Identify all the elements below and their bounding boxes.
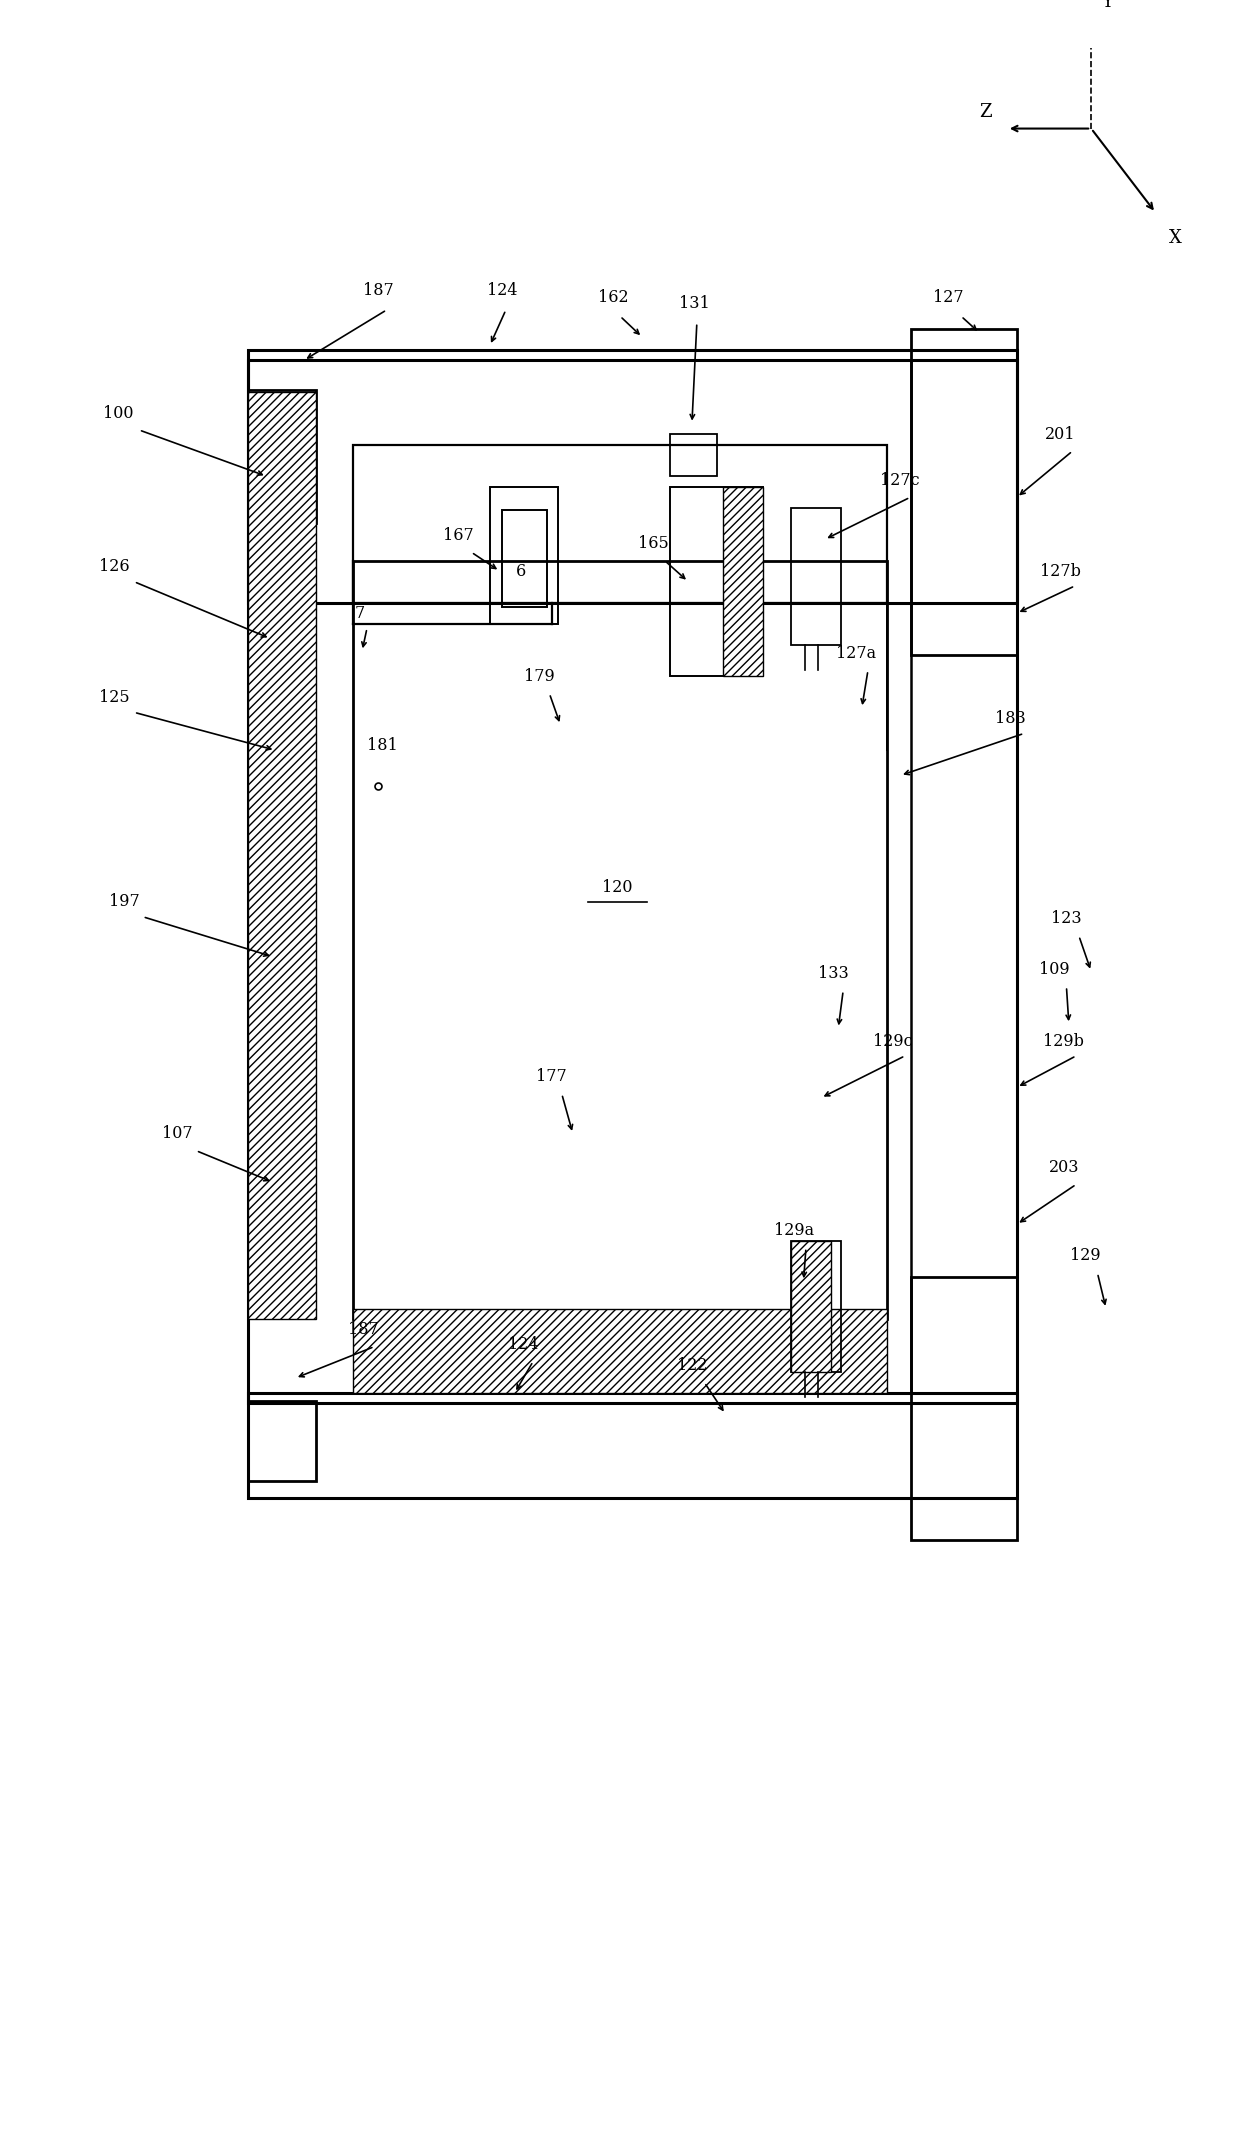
Text: 179: 179: [525, 668, 554, 685]
Text: Y: Y: [1101, 0, 1114, 11]
Text: 131: 131: [680, 295, 709, 313]
Text: X: X: [1169, 229, 1182, 246]
Bar: [248, 390, 316, 522]
Text: 127a: 127a: [836, 644, 875, 662]
Text: 165: 165: [639, 535, 668, 552]
Text: 124: 124: [487, 283, 517, 300]
Bar: [791, 1242, 841, 1372]
Bar: [248, 392, 316, 1319]
Text: 127c: 127c: [880, 471, 920, 488]
Bar: [490, 486, 558, 623]
Bar: [791, 1242, 831, 1372]
Bar: [670, 486, 763, 677]
Text: 125: 125: [99, 689, 129, 707]
Text: 6: 6: [516, 563, 526, 580]
Text: 167: 167: [444, 527, 474, 544]
Bar: [248, 1394, 1017, 1499]
Text: 177: 177: [537, 1068, 567, 1085]
Bar: [248, 360, 1017, 604]
Text: 129a: 129a: [774, 1223, 813, 1240]
Text: 7: 7: [355, 604, 365, 621]
Text: 126: 126: [99, 559, 129, 576]
Text: 133: 133: [818, 966, 848, 983]
Text: 123: 123: [1052, 910, 1081, 927]
Text: 197: 197: [109, 893, 139, 910]
Text: 120: 120: [603, 878, 632, 895]
Text: 129c: 129c: [873, 1032, 913, 1049]
Bar: [911, 1276, 1017, 1539]
Text: 181: 181: [367, 737, 397, 754]
Text: 107: 107: [162, 1126, 192, 1143]
Text: 183: 183: [996, 711, 1025, 728]
Bar: [353, 1308, 887, 1394]
Text: 109: 109: [1039, 961, 1069, 978]
Text: 100: 100: [103, 405, 133, 422]
Text: 127: 127: [934, 289, 963, 306]
Text: 162: 162: [599, 289, 629, 306]
Bar: [248, 1402, 316, 1482]
Bar: [248, 349, 1017, 1404]
Text: 201: 201: [1045, 426, 1075, 443]
Bar: [723, 486, 763, 677]
Text: 122: 122: [677, 1357, 707, 1375]
Bar: [911, 330, 1017, 655]
Text: 187: 187: [363, 283, 393, 300]
Bar: [670, 435, 717, 475]
Text: 187: 187: [348, 1321, 378, 1338]
Bar: [353, 445, 887, 604]
Text: 124: 124: [508, 1336, 538, 1353]
Text: 127b: 127b: [1040, 563, 1080, 580]
Bar: [791, 507, 841, 644]
Text: 129: 129: [1070, 1248, 1100, 1265]
Text: Z: Z: [980, 103, 992, 120]
Bar: [353, 561, 887, 1319]
Text: 129b: 129b: [1044, 1032, 1084, 1049]
Bar: [502, 510, 547, 606]
Text: 203: 203: [1049, 1158, 1079, 1175]
